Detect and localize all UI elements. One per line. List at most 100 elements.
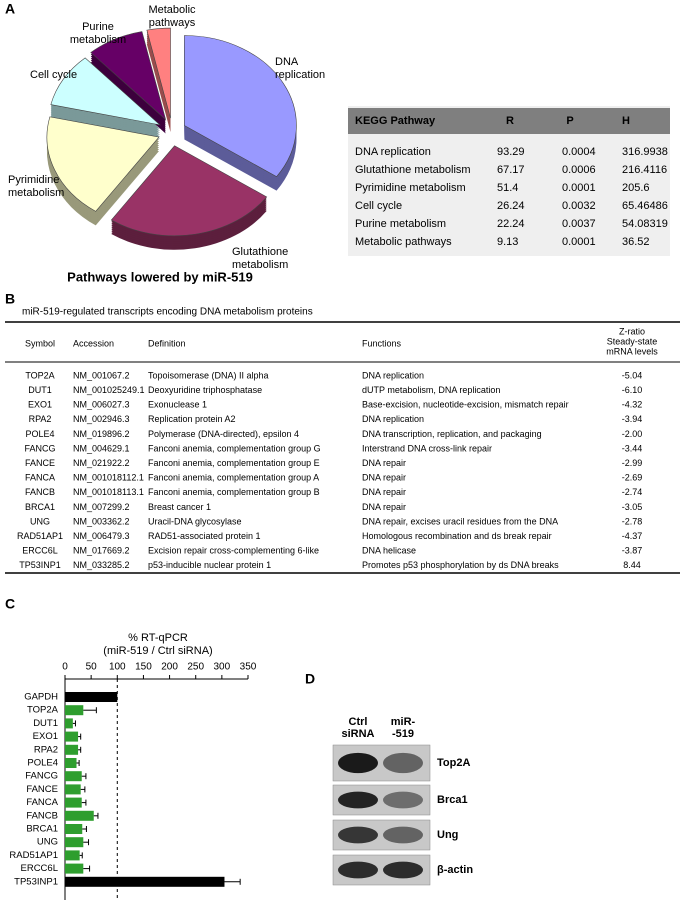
table-cell: -6.10	[622, 385, 643, 395]
table-cell: BRCA1	[25, 502, 55, 512]
table-cell: Fanconi anemia, complementation group E	[148, 458, 320, 468]
table-cell: Promotes p53 phosphorylation by ds DNA b…	[362, 560, 559, 570]
table-cell: DUT1	[28, 385, 52, 395]
panel-letter: D	[305, 671, 315, 687]
table-cell: 9.13	[497, 236, 518, 248]
table-cell: 316.9938	[622, 146, 668, 158]
table-cell: 22.24	[497, 218, 525, 230]
lane-label: miR-	[391, 716, 416, 728]
blot-band	[338, 791, 378, 809]
table-header: Definition	[148, 338, 186, 348]
category-label: RAD51AP1	[9, 850, 58, 861]
blot-band	[383, 752, 423, 774]
category-label: FANCE	[26, 784, 58, 795]
blot-band	[383, 861, 423, 879]
table-cell: Fanconi anemia, complementation group A	[148, 473, 319, 483]
table-cell: DNA repair	[362, 487, 406, 497]
table-cell: NM_001025249.1	[73, 385, 145, 395]
bar	[65, 771, 82, 782]
lane-label: Ctrl	[349, 716, 368, 728]
table-header: mRNA levels	[606, 346, 658, 356]
table-cell: NM_007299.2	[73, 502, 130, 512]
x-tick-label: 350	[240, 662, 257, 673]
table-cell: Replication protein A2	[148, 414, 236, 424]
table-cell: DNA repair, excises uracil residues from…	[362, 516, 558, 526]
table-header: Accession	[73, 338, 114, 348]
table-cell: FANCA	[25, 473, 55, 483]
pie-slice	[46, 116, 160, 212]
category-label: FANCG	[25, 771, 58, 782]
bar	[65, 744, 79, 755]
bar	[65, 850, 80, 861]
blot-label: β-actin	[437, 864, 473, 876]
table-header: Steady-state	[607, 336, 658, 346]
category-label: DUT1	[33, 718, 58, 729]
table-cell: 26.24	[497, 200, 525, 212]
table-cell: POLE4	[25, 429, 54, 439]
table-cell: Excision repair cross-complementing 6-li…	[148, 546, 319, 556]
pie-slice	[50, 57, 161, 126]
category-label: TP53INP1	[14, 876, 58, 887]
pie-label: metabolism	[8, 187, 64, 199]
category-label: FANCB	[26, 810, 58, 821]
table-cell: 0.0001	[562, 236, 596, 248]
table-cell: FANCG	[24, 443, 55, 453]
table-cell: 36.52	[622, 236, 650, 248]
bar	[65, 758, 77, 768]
table-cell: Base-excision, nucleotide-excision, mism…	[362, 400, 569, 410]
table-cell: TP53INP1	[19, 560, 61, 570]
table-cell: DNA replication	[355, 146, 431, 158]
blot-label: Brca1	[437, 794, 468, 806]
blot-label: Ung	[437, 829, 458, 841]
table-cell: Uracil-DNA glycosylase	[148, 516, 242, 526]
table-cell: 0.0037	[562, 218, 596, 230]
table-cell: Deoxyuridine triphosphatase	[148, 385, 262, 395]
pie-slice	[90, 31, 167, 121]
category-label: RPA2	[34, 744, 58, 755]
pie-slice	[184, 35, 297, 178]
bar	[65, 705, 84, 716]
table-cell: 65.46486	[622, 200, 668, 212]
table-cell: Purine metabolism	[355, 218, 446, 230]
x-tick-label: 150	[135, 662, 152, 673]
pie-label: Pyrimidine	[8, 174, 59, 186]
category-label: BRCA1	[26, 824, 58, 835]
table-header: R	[506, 115, 514, 127]
pie-title: Pathways lowered by miR-519	[67, 269, 253, 284]
table-cell: -4.37	[622, 531, 643, 541]
category-label: UNG	[37, 837, 58, 848]
table-cell: NM_001067.2	[73, 370, 130, 380]
category-label: EXO1	[33, 731, 58, 742]
category-label: POLE4	[27, 758, 58, 769]
table-cell: -2.78	[622, 516, 643, 526]
bar	[65, 718, 73, 729]
bar	[65, 784, 81, 795]
table-cell: Topoisomerase (DNA) II alpha	[148, 370, 269, 380]
table-cell: ERCC6L	[22, 546, 58, 556]
pie-label: Purine	[82, 21, 114, 33]
table-cell: DNA transcription, replication, and pack…	[362, 429, 542, 439]
table-cell: -5.04	[622, 370, 643, 380]
x-tick-label: 100	[109, 662, 126, 673]
table-cell: Breast cancer 1	[148, 502, 211, 512]
table-cell: 67.17	[497, 164, 525, 176]
table-cell: NM_019896.2	[73, 429, 130, 439]
table-cell: UNG	[30, 516, 50, 526]
table-cell: -2.99	[622, 458, 643, 468]
table-cell: Cell cycle	[355, 200, 402, 212]
bar	[65, 824, 83, 834]
table-cell: -3.87	[622, 546, 643, 556]
pie-label: metabolism	[232, 259, 288, 271]
table-cell: DNA repair	[362, 473, 406, 483]
pie-label: Cell cycle	[30, 69, 77, 81]
table-cell: -2.00	[622, 429, 643, 439]
lane-label: -519	[392, 728, 414, 740]
category-label: FANCA	[26, 797, 58, 808]
table-cell: 0.0006	[562, 164, 596, 176]
bar	[65, 837, 84, 848]
table-cell: RAD51AP1	[17, 531, 63, 541]
table-cell: 0.0032	[562, 200, 596, 212]
category-label: TOP2A	[27, 705, 59, 716]
table-cell: NM_006027.3	[73, 400, 130, 410]
panel-letter: C	[5, 596, 15, 612]
